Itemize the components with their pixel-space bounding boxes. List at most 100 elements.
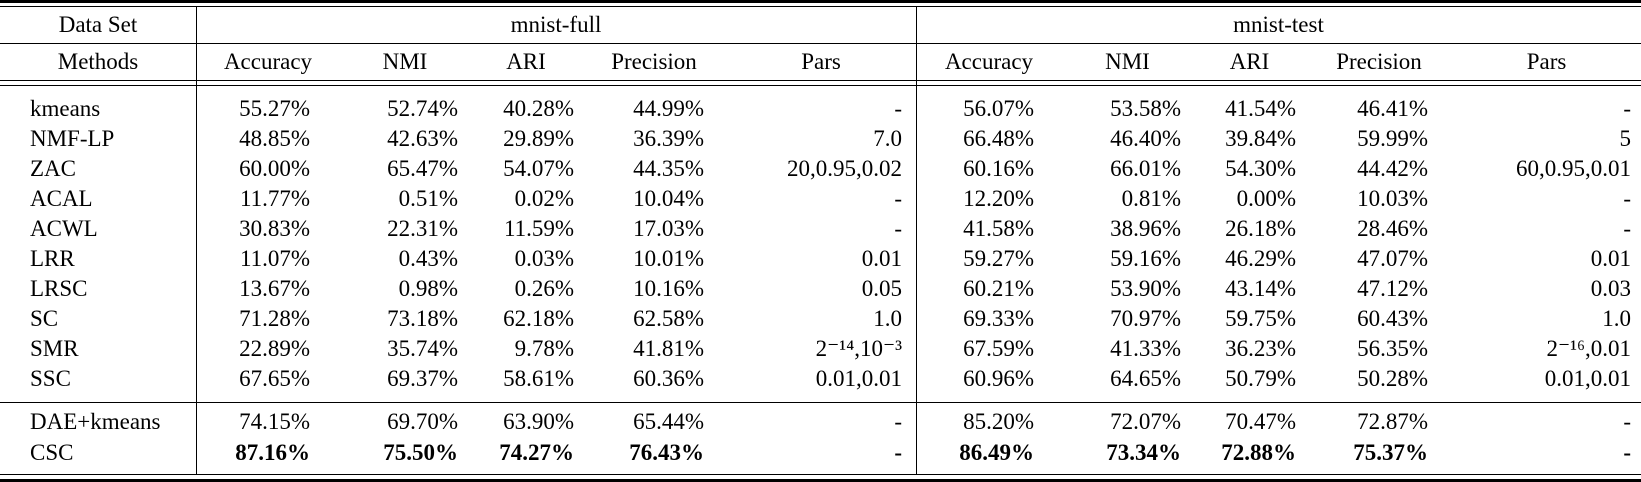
- cell-accuracy-test: 60.21%: [963, 276, 1034, 301]
- cell-nmi-full: 35.74%: [387, 336, 458, 361]
- cell-nmi-full: 42.63%: [387, 126, 458, 151]
- cell-precision-test: 59.99%: [1357, 126, 1428, 151]
- method-cell: DAE+kmeans: [30, 409, 161, 434]
- cell-pars-full: -: [894, 440, 902, 465]
- header-accuracy-full: Accuracy: [223, 49, 313, 74]
- method-cell: LRR: [30, 246, 75, 271]
- cell-accuracy-full: 67.65%: [239, 366, 310, 391]
- cell-precision-full: 76.43%: [629, 440, 704, 465]
- cell-nmi-full: 0.98%: [398, 276, 458, 301]
- cell-nmi-test: 73.34%: [1106, 440, 1181, 465]
- group-label-mnist-full: mnist-full: [510, 12, 602, 37]
- metric-header-row: Methods Accuracy NMI ARI Precision Pars …: [0, 44, 1641, 80]
- bottom-rule-thin: [0, 474, 1641, 475]
- cell-nmi-full: 69.37%: [387, 366, 458, 391]
- cell-precision-full: 10.04%: [633, 186, 704, 211]
- cell-pars-test: 1.0: [1602, 306, 1631, 331]
- cell-pars-full: -: [894, 216, 902, 241]
- cell-pars-full: -: [894, 186, 902, 211]
- bottom-rule-thick: [0, 479, 1641, 482]
- cell-accuracy-test: 41.58%: [963, 216, 1034, 241]
- cell-pars-test: 0.01: [1590, 246, 1631, 271]
- cell-accuracy-full: 55.27%: [239, 96, 310, 121]
- cell-precision-test: 47.07%: [1357, 246, 1428, 271]
- cell-precision-test: 46.41%: [1357, 96, 1428, 121]
- header-pars-full: Pars: [801, 49, 841, 74]
- cell-pars-full: -: [894, 409, 902, 434]
- cell-nmi-test: 64.65%: [1110, 366, 1181, 391]
- cell-ari-test: 41.54%: [1225, 96, 1296, 121]
- cell-nmi-test: 0.81%: [1121, 186, 1181, 211]
- cell-pars-test: -: [1623, 440, 1631, 465]
- cell-ari-full: 54.07%: [503, 156, 574, 181]
- method-cell: ACWL: [30, 216, 98, 241]
- cell-precision-full: 44.35%: [633, 156, 704, 181]
- cell-precision-test: 44.42%: [1357, 156, 1428, 181]
- header-precision-test: Precision: [1336, 49, 1422, 74]
- method-cell: SSC: [30, 366, 71, 391]
- table-body: kmeans 55.27% 52.74% 40.28% 44.99% - 56.07% 53.…: [0, 86, 1641, 402]
- table-row-dae-kmeans: DAE+kmeans 74.15% 69.70% 63.90% 65.44% - 85.20…: [0, 406, 1641, 437]
- cell-ari-test: 59.75%: [1225, 306, 1296, 331]
- cell-pars-test: -: [1623, 186, 1631, 211]
- cell-ari-full: 0.03%: [514, 246, 574, 271]
- group-label-mnist-test: mnist-test: [1233, 12, 1324, 37]
- cell-ari-full: 62.18%: [503, 306, 574, 331]
- cell-ari-test: 54.30%: [1225, 156, 1296, 181]
- table-row-acwl: ACWL 30.83% 22.31% 11.59% 17.03% - 41.58% 38.96…: [0, 214, 1641, 244]
- cell-accuracy-test: 66.48%: [963, 126, 1034, 151]
- cell-nmi-test: 72.07%: [1110, 409, 1181, 434]
- cell-accuracy-full: 87.16%: [235, 440, 310, 465]
- cell-accuracy-test: 12.20%: [963, 186, 1034, 211]
- cell-precision-test: 10.03%: [1357, 186, 1428, 211]
- horizontal-rule: [0, 43, 1641, 44]
- method-cell: LRSC: [30, 276, 88, 301]
- cell-accuracy-test: 69.33%: [963, 306, 1034, 331]
- cell-ari-full: 9.78%: [514, 336, 574, 361]
- cell-nmi-test: 66.01%: [1110, 156, 1181, 181]
- cell-precision-full: 60.36%: [633, 366, 704, 391]
- cell-precision-full: 44.99%: [633, 96, 704, 121]
- table-row-kmeans: kmeans 55.27% 52.74% 40.28% 44.99% - 56.07% 53.…: [0, 94, 1641, 124]
- cell-accuracy-test: 56.07%: [963, 96, 1034, 121]
- cell-ari-test: 50.79%: [1225, 366, 1296, 391]
- method-cell: SMR: [30, 336, 79, 361]
- corner-methods-label: Methods: [57, 49, 139, 74]
- cell-nmi-test: 53.58%: [1110, 96, 1181, 121]
- cell-ari-full: 0.26%: [514, 276, 574, 301]
- cell-ari-test: 0.00%: [1236, 186, 1296, 211]
- header-ari-test: ARI: [1229, 49, 1270, 74]
- cell-accuracy-full: 22.89%: [239, 336, 310, 361]
- cell-precision-full: 65.44%: [633, 409, 704, 434]
- cell-ari-full: 58.61%: [503, 366, 574, 391]
- cell-nmi-full: 73.18%: [387, 306, 458, 331]
- method-cell: ACAL: [30, 186, 93, 211]
- method-cell: ZAC: [30, 156, 76, 181]
- cell-accuracy-full: 71.28%: [239, 306, 310, 331]
- cell-precision-test: 60.43%: [1357, 306, 1428, 331]
- vertical-rule-methods: [196, 7, 197, 474]
- cell-ari-full: 40.28%: [503, 96, 574, 121]
- cell-nmi-full: 22.31%: [387, 216, 458, 241]
- table-row-acal: ACAL 11.77% 0.51% 0.02% 10.04% - 12.20% 0.81% 0.…: [0, 184, 1641, 214]
- table-row-nmf-lp: NMF-LP 48.85% 42.63% 29.89% 36.39% 7.0 66.48% 4…: [0, 124, 1641, 154]
- cell-nmi-test: 53.90%: [1110, 276, 1181, 301]
- cell-accuracy-full: 48.85%: [239, 126, 310, 151]
- cell-nmi-full: 0.43%: [398, 246, 458, 271]
- cell-nmi-test: 46.40%: [1110, 126, 1181, 151]
- cell-nmi-full: 69.70%: [387, 409, 458, 434]
- cell-nmi-test: 59.16%: [1110, 246, 1181, 271]
- cell-precision-full: 41.81%: [633, 336, 704, 361]
- cell-precision-test: 47.12%: [1357, 276, 1428, 301]
- cell-pars-test: 5: [1619, 126, 1632, 151]
- cell-pars-full: 0.05: [861, 276, 902, 301]
- cell-ari-test: 36.23%: [1225, 336, 1296, 361]
- cell-nmi-full: 65.47%: [387, 156, 458, 181]
- cell-accuracy-full: 11.07%: [239, 246, 310, 271]
- cell-precision-test: 72.87%: [1357, 409, 1428, 434]
- cell-pars-test: 0.01,0.01: [1544, 366, 1631, 391]
- table-row-lrsc: LRSC 13.67% 0.98% 0.26% 10.16% 0.05 60.21% 53.9…: [0, 274, 1641, 304]
- cell-accuracy-test: 60.16%: [963, 156, 1034, 181]
- table-row-ssc: SSC 67.65% 69.37% 58.61% 60.36% 0.01,0.01 60.9…: [0, 364, 1641, 394]
